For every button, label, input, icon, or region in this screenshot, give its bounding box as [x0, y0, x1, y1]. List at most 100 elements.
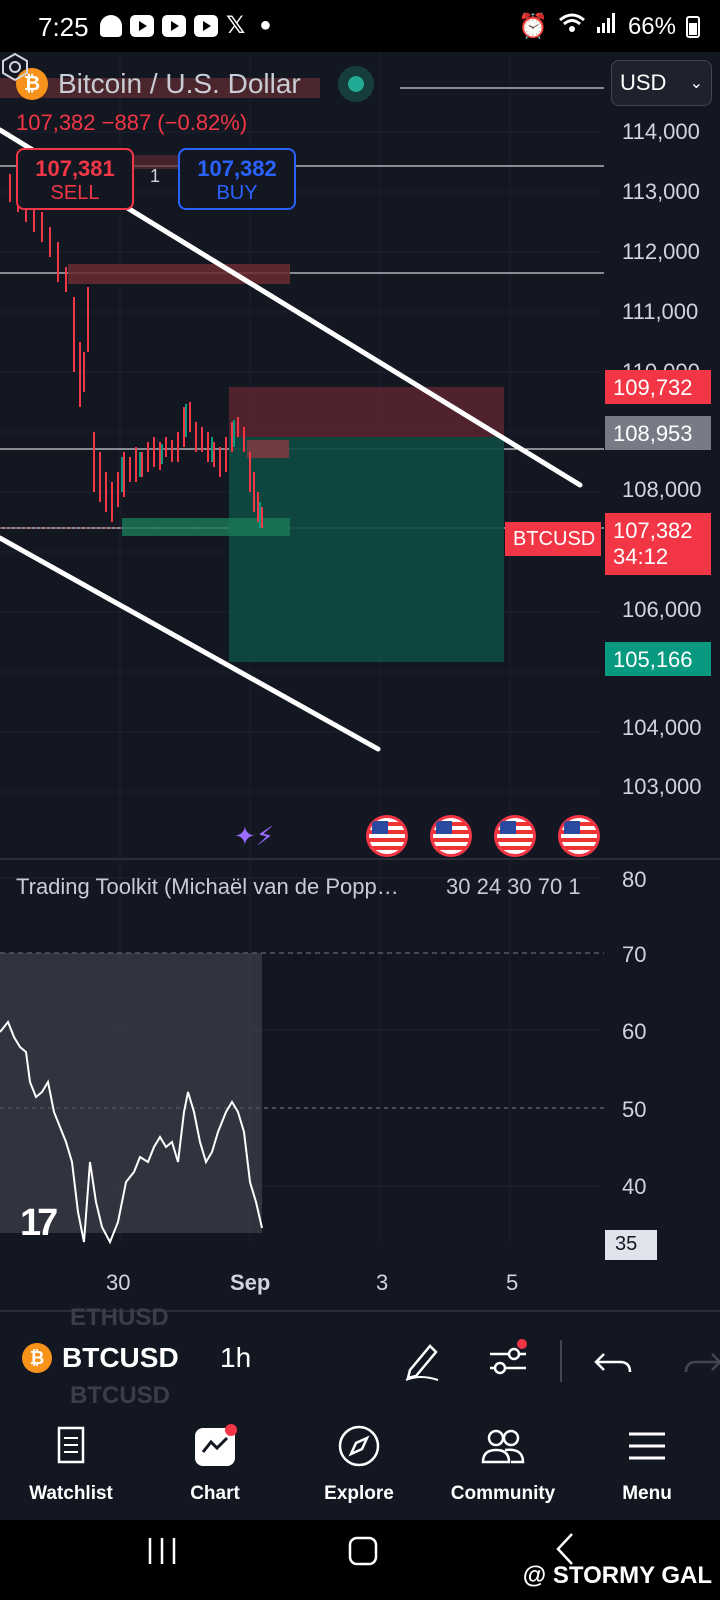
- price-axis-label: 103,000: [622, 774, 702, 799]
- symbol-title: Bitcoin / U.S. Dollar: [58, 68, 301, 99]
- recent-apps-icon[interactable]: [146, 1536, 178, 1566]
- wifi-icon: [558, 12, 586, 41]
- alarm-icon: ⏰: [518, 13, 548, 40]
- youtube-icon: [162, 14, 186, 37]
- bitcoin-icon: ₿: [22, 1343, 52, 1373]
- price-axis-label: 112,000: [622, 239, 700, 264]
- nav-community[interactable]: Community: [438, 1424, 568, 1505]
- spread-value: 1: [150, 166, 161, 186]
- indicator-axis-label: 60: [622, 1019, 647, 1044]
- price-axis-label: 113,000: [622, 179, 700, 204]
- time-axis-label: 3: [376, 1270, 389, 1295]
- buy-label: BUY: [216, 182, 258, 204]
- symbol-selector[interactable]: ₿ BTCUSD: [22, 1342, 179, 1374]
- drawing-tools-icon[interactable]: [400, 1338, 444, 1382]
- currency-select[interactable]: USD ⌄: [611, 60, 712, 106]
- status-bar: 7:25 𝕏 ● ⏰ 66%: [0, 0, 720, 52]
- us-flag-icon[interactable]: [494, 815, 536, 857]
- time-axis-label: 5: [506, 1270, 519, 1295]
- time-axis-label: 30: [106, 1270, 131, 1295]
- price-axis-label: 104,000: [622, 715, 702, 740]
- resistance-zone: [68, 264, 290, 284]
- indicator-axis-label: 50: [622, 1097, 647, 1122]
- watermark: @ STORMY GAL: [522, 1562, 712, 1589]
- system-icons: ⏰ 66%: [518, 12, 700, 41]
- quote-change: 107,382 −887 (−0.82%): [16, 110, 248, 135]
- notification-icons: 𝕏 ●: [100, 11, 272, 39]
- us-flag-icon[interactable]: [558, 815, 600, 857]
- current-price-tag: 107,382 34:12: [605, 513, 711, 575]
- currency-value: USD: [620, 70, 667, 95]
- signal-icon: [596, 12, 618, 41]
- chart-settings-icon[interactable]: [0, 52, 30, 82]
- pane-divider[interactable]: [0, 858, 720, 860]
- sell-price: 107,381: [35, 156, 115, 181]
- nav-chart[interactable]: Chart: [150, 1424, 280, 1505]
- bitcoin-icon: ₿: [16, 68, 48, 100]
- home-icon[interactable]: [348, 1536, 378, 1566]
- nav-label: Watchlist: [29, 1483, 113, 1504]
- indicators-settings-icon[interactable]: [486, 1338, 530, 1382]
- indicator-title[interactable]: Trading Toolkit (Michaël van de Popp…: [16, 874, 399, 899]
- nav-label: Explore: [324, 1483, 394, 1504]
- resistance-zone: [0, 78, 320, 98]
- sell-label: SELL: [50, 182, 100, 204]
- indicator-axis-label: 70: [622, 942, 647, 967]
- economic-events: ✦⚡: [232, 814, 600, 858]
- more-notifications-icon: ●: [259, 14, 272, 36]
- lower-trend-line: [0, 535, 381, 752]
- youtube-icon: [130, 14, 154, 37]
- time-axis-label: Sep: [230, 1270, 271, 1295]
- price-axis-label: 114,000: [622, 119, 700, 144]
- nav-watchlist[interactable]: Watchlist: [6, 1424, 136, 1505]
- market-open-icon: [338, 66, 374, 102]
- chart-toolbar: ETHUSD ₿ BTCUSD BTCUSD 1h: [0, 1304, 720, 1410]
- nav-label: Menu: [622, 1483, 672, 1504]
- flash-icon[interactable]: ✦⚡: [233, 821, 275, 851]
- youtube-icon: [194, 14, 218, 37]
- us-flag-icon[interactable]: [430, 815, 472, 857]
- indicator-value-tag: 35: [605, 1230, 657, 1260]
- system-navigation-bar: @ STORMY GAL: [0, 1520, 720, 1600]
- current-price: 107,382: [613, 518, 693, 543]
- nav-explore[interactable]: Explore: [294, 1424, 424, 1505]
- interval-selector[interactable]: 1h: [220, 1342, 252, 1373]
- buy-button[interactable]: 107,382 BUY: [178, 148, 296, 210]
- candlesticks: [9, 174, 263, 528]
- indicator-axis-label: 40: [622, 1174, 647, 1199]
- chart-icon: [195, 1424, 237, 1466]
- toolbar-separator: [560, 1340, 562, 1382]
- indicator-axis-label: 80: [622, 867, 647, 892]
- redo-icon[interactable]: [680, 1338, 720, 1382]
- price-tag-stop: 109,732: [605, 370, 711, 404]
- nav-label: Chart: [190, 1483, 240, 1504]
- nav-menu[interactable]: Menu: [582, 1424, 712, 1505]
- x-icon: 𝕏: [226, 11, 246, 39]
- price-axis-label: 108,000: [622, 477, 702, 502]
- battery-percent: 66%: [627, 12, 676, 40]
- back-icon[interactable]: [554, 1532, 576, 1566]
- community-icon: [481, 1429, 525, 1464]
- indicator-highlight: [0, 953, 262, 1233]
- support-zone: [122, 518, 290, 536]
- nav-label: Community: [450, 1483, 556, 1504]
- chevron-down-icon: ⌄: [689, 75, 703, 92]
- sell-button[interactable]: 107,381 SELL: [16, 148, 134, 210]
- price-tag-level: 108,953: [605, 416, 711, 450]
- menu-icon: [629, 1432, 665, 1460]
- status-time: 7:25: [38, 12, 89, 42]
- indicator-values: 30 24 30 70 1: [446, 874, 581, 899]
- symbol-header[interactable]: ₿ Bitcoin / U.S. Dollar: [16, 68, 301, 100]
- tradingview-logo: 17: [20, 1202, 58, 1244]
- price-axis-label: 106,000: [622, 597, 702, 622]
- chart-canvas[interactable]: [0, 52, 720, 1310]
- price-axis-label: 111,000: [622, 299, 699, 324]
- compass-icon: [338, 1425, 380, 1467]
- battery-icon: [686, 15, 700, 38]
- take-profit-zone: [229, 437, 504, 662]
- undo-icon[interactable]: [592, 1338, 636, 1382]
- us-flag-icon[interactable]: [366, 815, 408, 857]
- buy-price: 107,382: [197, 156, 277, 181]
- symbol-name: BTCUSD: [62, 1342, 179, 1373]
- price-chart[interactable]: ₿ Bitcoin / U.S. Dollar 107,382 −887 (−0…: [0, 52, 720, 1310]
